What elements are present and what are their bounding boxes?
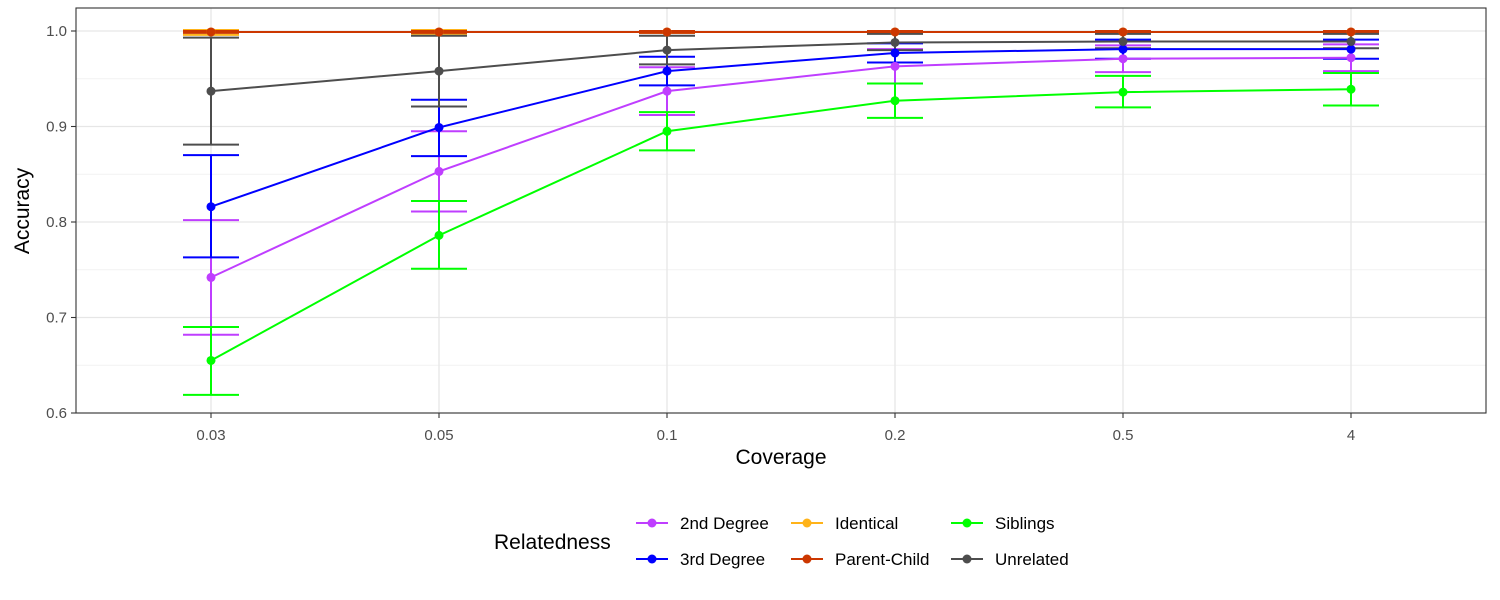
x-axis-title: Coverage <box>735 446 826 469</box>
legend-title: Relatedness <box>494 531 611 554</box>
data-point-siblings <box>206 355 216 365</box>
data-point-3rd-degree <box>890 48 900 58</box>
legend-item-siblings: Siblings <box>951 514 1055 533</box>
data-point-parent-child <box>1118 27 1128 37</box>
data-point-parent-child <box>662 27 672 37</box>
legend-item-2nd-degree: 2nd Degree <box>636 514 769 533</box>
data-point-3rd-degree <box>1346 44 1356 54</box>
y-tick-label: 1.0 <box>46 23 67 40</box>
x-tick-label: 4 <box>1347 427 1355 444</box>
legend-label: 2nd Degree <box>680 514 769 533</box>
errorbar-layer <box>183 29 1379 396</box>
legend-label: Parent-Child <box>835 550 930 569</box>
legend-key-point <box>962 518 972 528</box>
series-line-2nd-degree <box>210 56 1352 279</box>
data-point-2nd-degree <box>1346 53 1356 63</box>
data-point-unrelated <box>1346 37 1356 47</box>
data-point-parent-child <box>434 27 444 37</box>
data-point-unrelated <box>206 86 216 96</box>
legend-label: Identical <box>835 514 898 533</box>
data-point-unrelated <box>1118 37 1128 47</box>
legend: 2nd Degree 3rd Degree Identical Parent-Chil… <box>636 514 1069 569</box>
legend-item-unrelated: Unrelated <box>951 550 1069 569</box>
data-point-parent-child <box>1346 27 1356 37</box>
plot-panel-border <box>75 7 1487 414</box>
legend-key-point <box>962 554 972 564</box>
legend-item-3rd-degree: 3rd Degree <box>636 550 765 569</box>
y-tick-label: 0.9 <box>46 119 67 136</box>
x-tick-label: 0.05 <box>424 427 453 444</box>
legend-item-parent-child: Parent-Child <box>791 550 930 569</box>
x-tick-label: 0.2 <box>885 427 906 444</box>
data-point-siblings <box>1118 87 1128 97</box>
legend-item-identical: Identical <box>791 514 898 533</box>
series-line-unrelated <box>210 40 1351 93</box>
legend-label: 3rd Degree <box>680 550 765 569</box>
x-tick-label: 0.5 <box>1113 427 1134 444</box>
data-point-2nd-degree <box>890 61 900 71</box>
data-point-siblings <box>662 126 672 136</box>
data-point-3rd-degree <box>434 122 444 132</box>
data-point-2nd-degree <box>1118 54 1128 64</box>
data-point-unrelated <box>662 45 672 55</box>
legend-label: Siblings <box>995 514 1055 533</box>
data-point-3rd-degree <box>206 202 216 212</box>
legend-key-point <box>647 518 657 528</box>
data-point-2nd-degree <box>662 86 672 96</box>
legend-key-point <box>647 554 657 564</box>
data-point-siblings <box>434 230 444 240</box>
line-layer <box>210 30 1352 362</box>
y-tick-label: 0.7 <box>46 310 67 327</box>
data-point-3rd-degree <box>662 66 672 76</box>
data-point-parent-child <box>206 27 216 37</box>
point-layer <box>206 27 1356 365</box>
y-tick-label: 0.6 <box>46 405 67 422</box>
axis-layer: 0.6 0.7 0.8 0.9 1.0 0.03 0.05 0.1 0.2 0.5 4 <box>46 23 1355 444</box>
data-point-parent-child <box>890 27 900 37</box>
data-point-2nd-degree <box>206 272 216 282</box>
data-point-siblings <box>890 96 900 106</box>
data-point-3rd-degree <box>1118 44 1128 54</box>
data-point-unrelated <box>890 37 900 47</box>
legend-key-point <box>802 518 812 528</box>
series-line-siblings <box>210 88 1352 362</box>
legend-label: Unrelated <box>995 550 1069 569</box>
x-tick-label: 0.1 <box>657 427 678 444</box>
legend-key-point <box>802 554 812 564</box>
y-tick-label: 0.8 <box>46 214 67 231</box>
x-tick-label: 0.03 <box>196 427 225 444</box>
data-point-unrelated <box>434 66 444 76</box>
data-point-2nd-degree <box>434 166 444 176</box>
grid-layer <box>76 8 1486 414</box>
y-axis-title: Accuracy <box>11 167 34 254</box>
series-line-3rd-degree <box>210 48 1351 208</box>
data-point-siblings <box>1346 84 1356 94</box>
